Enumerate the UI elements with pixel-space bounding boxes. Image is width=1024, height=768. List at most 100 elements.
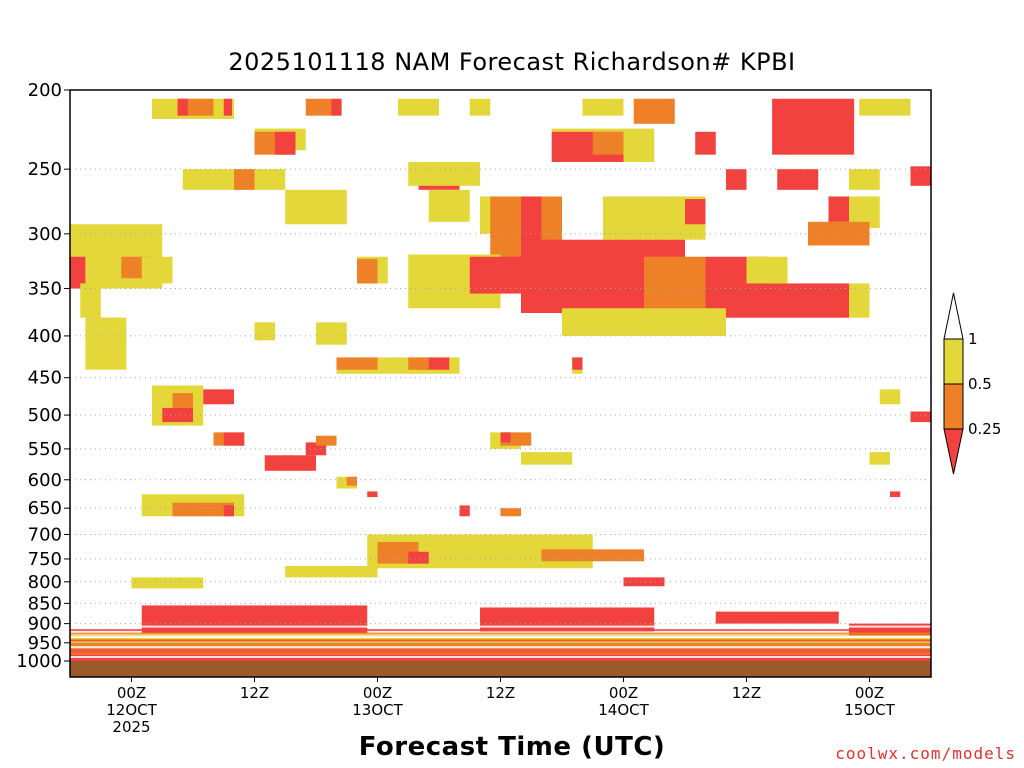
x-tick-label: 13OCT bbox=[352, 701, 403, 719]
x-tick-label: 12Z bbox=[732, 684, 761, 702]
heatmap-cell bbox=[172, 393, 193, 408]
heatmap-cell bbox=[469, 256, 521, 294]
heatmap-cell bbox=[849, 283, 870, 318]
surface-layer-cell bbox=[70, 650, 931, 661]
surface-band bbox=[70, 629, 931, 632]
heatmap-cell bbox=[500, 508, 521, 517]
chart-title: 2025101118 NAM Forecast Richardson# KPBI bbox=[228, 48, 796, 76]
y-tick-label: 1000 bbox=[16, 651, 62, 672]
y-tick-label: 450 bbox=[28, 368, 62, 389]
heatmap-cell bbox=[459, 505, 470, 517]
heatmap-cell bbox=[859, 98, 911, 116]
heatmap-cell bbox=[592, 131, 624, 155]
heatmap-cell bbox=[408, 161, 480, 186]
heatmap-cell bbox=[223, 98, 232, 116]
heatmap-cell bbox=[275, 131, 296, 155]
heatmap-cell bbox=[367, 491, 378, 498]
colorbar-orange bbox=[943, 383, 964, 430]
heatmap-cell bbox=[910, 411, 931, 423]
y-tick-label: 800 bbox=[28, 572, 62, 593]
heatmap-cell bbox=[746, 256, 788, 284]
heatmap-cell bbox=[572, 357, 583, 370]
y-tick-label: 550 bbox=[28, 439, 62, 460]
ground-fill bbox=[70, 661, 931, 677]
heatmap-cell bbox=[346, 476, 357, 486]
heatmap-cell bbox=[408, 357, 429, 370]
heatmap-cell bbox=[357, 258, 378, 284]
heatmap-cell bbox=[879, 389, 901, 405]
heatmap-cell bbox=[316, 322, 347, 345]
y-tick-label: 700 bbox=[28, 524, 62, 545]
heatmap-cell bbox=[695, 131, 716, 155]
colorbar-label: 0.25 bbox=[968, 420, 1001, 438]
y-tick-label: 350 bbox=[28, 279, 62, 300]
colorbar-top-triangle bbox=[943, 292, 964, 340]
heatmap-cell bbox=[172, 502, 234, 517]
surface-layer-cell bbox=[70, 635, 931, 643]
heatmap-cell bbox=[331, 98, 342, 116]
x-tick-label: 12OCT bbox=[106, 701, 157, 719]
surface-bands bbox=[70, 625, 931, 658]
x-tick-label: 12Z bbox=[486, 684, 515, 702]
surface-band bbox=[70, 632, 931, 635]
y-axis-ticks: 200 250 300 350 400 450 500 550 600 650 700 7508008… bbox=[16, 80, 70, 672]
heatmap-cell bbox=[131, 577, 204, 589]
heatmap-cell bbox=[890, 491, 901, 498]
y-tick-label: 500 bbox=[28, 405, 62, 426]
heatmap-cell bbox=[285, 565, 378, 578]
heatmap-cell bbox=[264, 455, 316, 471]
heatmap-cell bbox=[203, 389, 234, 405]
heatmap-cell bbox=[726, 169, 747, 190]
surface-band bbox=[70, 636, 931, 639]
x-tick-label: 14OCT bbox=[598, 701, 649, 719]
heatmap-cells bbox=[70, 98, 931, 677]
heatmap-cell bbox=[633, 98, 675, 124]
heatmap-cell bbox=[408, 551, 429, 564]
surface-band bbox=[70, 642, 931, 645]
surface-band bbox=[70, 625, 931, 628]
heatmap-cell bbox=[85, 317, 127, 370]
surface-layer-cell bbox=[141, 605, 368, 634]
heatmap-cell bbox=[70, 256, 86, 289]
heatmap-cell bbox=[582, 98, 624, 116]
y-tick-label: 950 bbox=[28, 633, 62, 654]
colorbar-label: 1 bbox=[968, 330, 978, 348]
heatmap-cell bbox=[500, 432, 511, 443]
x-tick-label: 00Z bbox=[363, 684, 392, 702]
x-tick-label: 2025 bbox=[112, 718, 150, 736]
heatmap-cell bbox=[562, 308, 726, 336]
x-tick-label: 00Z bbox=[117, 684, 146, 702]
y-tick-label: 650 bbox=[28, 498, 62, 519]
heatmap-cell bbox=[254, 322, 275, 341]
x-tick-label: 00Z bbox=[855, 684, 884, 702]
x-tick-label: 12Z bbox=[240, 684, 269, 702]
surface-layer-cell bbox=[480, 607, 655, 632]
surface-band bbox=[70, 649, 931, 652]
pressure-gridlines bbox=[70, 168, 931, 644]
heatmap-cell bbox=[177, 98, 188, 116]
surface-band bbox=[70, 639, 931, 642]
heatmap-cell bbox=[808, 221, 870, 246]
surface-layer-cell bbox=[715, 611, 839, 624]
heatmap-cell bbox=[521, 452, 573, 465]
heatmap-cell bbox=[141, 256, 173, 284]
heatmap-cell bbox=[828, 196, 849, 222]
heatmap-cell bbox=[772, 98, 855, 155]
y-tick-label: 300 bbox=[28, 224, 62, 245]
heatmap-cell bbox=[428, 189, 470, 222]
heatmap-cell bbox=[469, 98, 491, 116]
heatmap-cell bbox=[285, 189, 347, 225]
y-tick-label: 400 bbox=[28, 326, 62, 347]
y-tick-label: 900 bbox=[28, 614, 62, 635]
heatmap-cell bbox=[685, 199, 706, 225]
heatmap-cell bbox=[336, 357, 378, 370]
colorbar-yellow bbox=[943, 338, 964, 385]
surface-band bbox=[70, 646, 931, 649]
heatmap-cell bbox=[162, 407, 193, 423]
surface-band bbox=[70, 652, 931, 655]
x-axis-label: Forecast Time (UTC) bbox=[358, 732, 666, 762]
credit-text: coolwx.com/models bbox=[835, 744, 1016, 763]
colorbar-label: 0.5 bbox=[968, 375, 992, 393]
